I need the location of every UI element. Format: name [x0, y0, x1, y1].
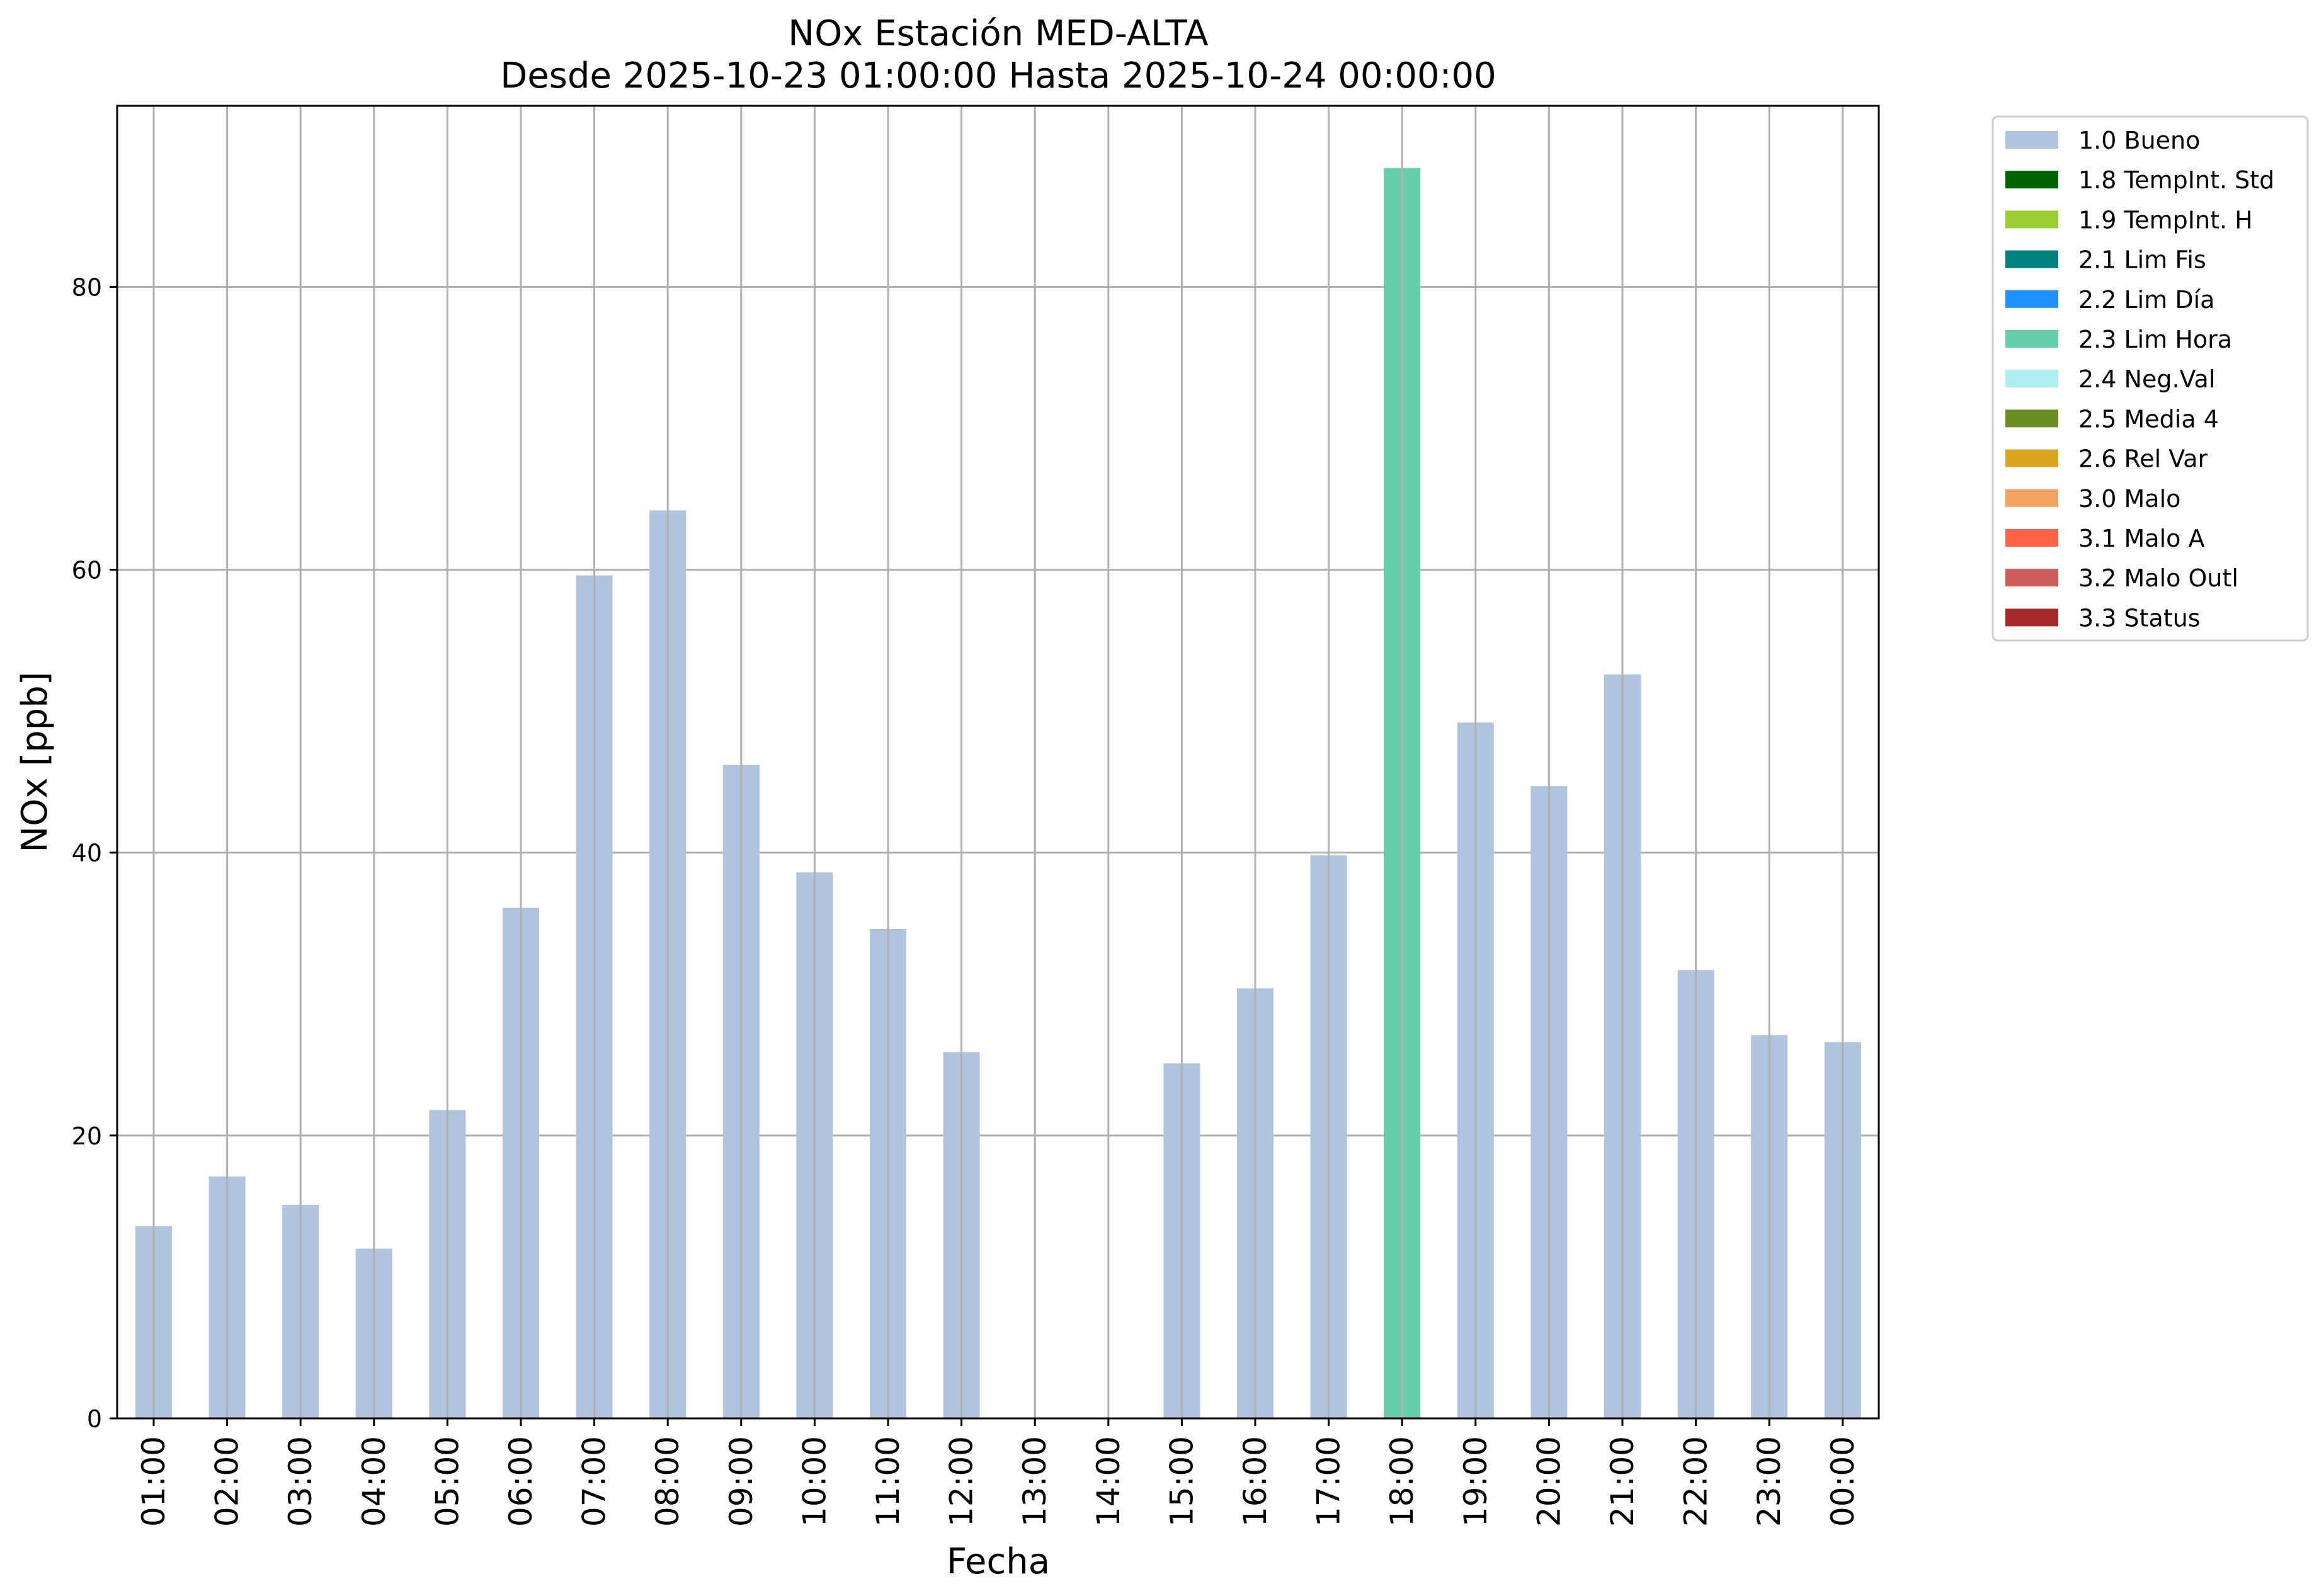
legend-swatch [2005, 131, 2058, 149]
legend-swatch [2005, 330, 2058, 348]
x-tick-label: 15:00 [1163, 1436, 1200, 1527]
legend-swatch [2005, 171, 2058, 189]
x-axis-label: Fecha [947, 1541, 1050, 1582]
legend-swatch [2005, 210, 2058, 229]
x-tick-label: 19:00 [1457, 1436, 1494, 1527]
legend-label: 1.0 Bueno [2078, 127, 2200, 154]
x-tick-label: 18:00 [1384, 1436, 1420, 1527]
x-tick-label: 11:00 [870, 1436, 906, 1527]
legend-swatch [2005, 449, 2058, 467]
x-tick-label: 06:00 [503, 1436, 539, 1527]
y-axis-ticks: 0 20 40 60 80 [72, 273, 117, 1433]
x-tick-label: 13:00 [1017, 1436, 1053, 1527]
x-tick-label: 05:00 [429, 1436, 465, 1527]
legend-label: 2.5 Media 4 [2078, 405, 2219, 433]
chart-title: NOx Estación MED-ALTA [788, 13, 1208, 54]
x-tick-label: 02:00 [209, 1436, 246, 1527]
y-tick-label: 40 [72, 840, 102, 867]
legend-label: 3.0 Malo [2078, 485, 2180, 513]
legend-swatch [2005, 529, 2058, 547]
x-tick-label: 07:00 [576, 1436, 613, 1527]
x-tick-label: 22:00 [1678, 1436, 1714, 1527]
legend-swatch [2005, 569, 2058, 587]
y-tick-label: 20 [72, 1122, 102, 1150]
grid [117, 285, 1879, 1137]
legend-label: 2.3 Lim Hora [2078, 326, 2232, 353]
legend-swatch [2005, 409, 2058, 428]
legend: 1.0 Bueno 1.8 TempInt. Std 1.9 TempInt. H 2… [1991, 115, 2309, 642]
legend-swatch [2005, 290, 2058, 308]
chart-subtitle: Desde 2025-10-23 01:00:00 Hasta 2025-10-… [500, 55, 1496, 96]
legend-label: 2.4 Neg.Val [2078, 365, 2215, 393]
legend-swatch [2005, 489, 2058, 507]
x-tick-label: 21:00 [1604, 1436, 1641, 1527]
x-tick-label: 20:00 [1530, 1436, 1567, 1527]
legend-label: 3.1 Malo A [2078, 525, 2204, 552]
x-tick-label: 01:00 [135, 1436, 172, 1527]
plot-frame [116, 105, 1880, 1420]
x-tick-label: 08:00 [649, 1436, 686, 1527]
legend-frame [1991, 115, 2309, 642]
x-tick-label: 04:00 [356, 1436, 392, 1527]
x-tick-label: 12:00 [943, 1436, 980, 1527]
y-tick-label: 60 [72, 557, 102, 584]
legend-swatch [2005, 608, 2058, 627]
x-tick-label: 16:00 [1237, 1436, 1273, 1527]
x-tick-label: 14:00 [1090, 1436, 1127, 1527]
bars [135, 106, 1861, 1419]
legend-swatch [2005, 250, 2058, 268]
x-tick-label: 17:00 [1311, 1436, 1347, 1527]
legend-label: 3.3 Status [2078, 604, 2201, 632]
x-axis-ticks: 01:00 02:00 03:00 04:00 05:00 06:00 07:00 08:00… [135, 1418, 1861, 1527]
legend-label: 1.8 TempInt. Std [2078, 166, 2274, 194]
x-tick-label: 10:00 [796, 1436, 833, 1527]
legend-label: 1.9 TempInt. H [2078, 206, 2253, 234]
y-axis-label: NOx [ppb] [14, 671, 55, 852]
x-tick-label: 23:00 [1751, 1436, 1787, 1527]
legend-label: 2.2 Lim Día [2078, 286, 2214, 314]
legend-swatch [2005, 370, 2058, 388]
legend-label: 2.6 Rel Var [2078, 445, 2208, 473]
x-tick-label: 09:00 [723, 1436, 760, 1527]
x-tick-label: 03:00 [282, 1436, 319, 1527]
x-tick-label: 00:00 [1825, 1436, 1861, 1527]
y-tick-label: 80 [72, 273, 102, 301]
legend-label: 3.2 Malo Outl [2078, 564, 2238, 592]
y-tick-label: 0 [87, 1405, 102, 1433]
legend-label: 2.1 Lim Fis [2078, 246, 2206, 274]
